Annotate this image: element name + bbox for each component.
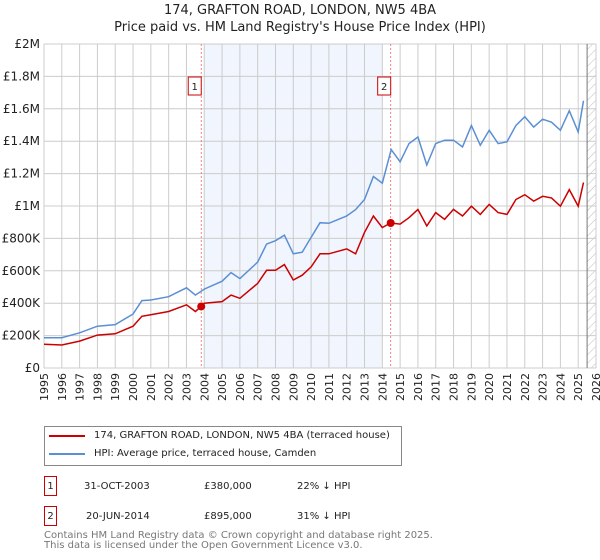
x-tick-label: 2003 — [180, 373, 193, 401]
x-tick-label: 2007 — [252, 373, 265, 401]
y-tick-label: £1.8M — [3, 69, 40, 83]
y-tick-label: £2M — [14, 37, 40, 51]
x-tick-label: 2018 — [448, 373, 461, 401]
footer-line-2: This data is licensed under the Open Gov… — [44, 540, 363, 551]
x-tick-label: 2006 — [234, 373, 247, 401]
sale-label: 1 — [192, 82, 198, 93]
y-tick-label: £1.6M — [3, 102, 40, 116]
chart-subtitle: Price paid vs. HM Land Registry's House … — [114, 20, 486, 35]
sale-point — [197, 302, 206, 311]
footer-line-1: Contains HM Land Registry data © Crown c… — [44, 530, 433, 541]
x-tick-label: 1995 — [38, 373, 51, 401]
x-tick-label: 2015 — [394, 373, 407, 401]
x-tick-label: 1998 — [91, 373, 104, 401]
x-tick-label: 2011 — [323, 373, 336, 401]
y-tick-label: £1.2M — [3, 167, 40, 181]
hpi-line — [44, 100, 585, 339]
x-tick-label: 2004 — [198, 373, 211, 401]
footer: Contains HM Land Registry data © Crown c… — [44, 531, 433, 551]
y-tick-label: £1M — [14, 199, 40, 213]
x-tick-label: 1999 — [109, 373, 122, 401]
sale-label: 2 — [381, 82, 387, 93]
x-tick-label: 2009 — [287, 373, 300, 401]
y-tick-label: £0 — [25, 361, 40, 375]
sale-label-box — [377, 76, 392, 96]
x-tick-label: 2024 — [554, 373, 567, 401]
y-tick-label: £800K — [2, 231, 42, 245]
x-tick-label: 2005 — [216, 373, 229, 401]
x-tick-label: 2023 — [537, 373, 550, 401]
sale-hpi: 31% ↓ HPI — [297, 510, 351, 522]
x-tick-label: 2026 — [590, 373, 600, 401]
x-tick-label: 2016 — [412, 373, 425, 401]
legend-red-label: 174, GRAFTON ROAD, LONDON, NW5 4BA (terr… — [94, 430, 390, 441]
sale-point — [386, 219, 395, 228]
x-tick-label: 2012 — [341, 373, 354, 401]
sale-label-box — [187, 76, 202, 96]
sale-price: £380,000 — [204, 480, 252, 492]
sale-badge: 1 — [44, 476, 57, 496]
sale-date: 20-JUN-2014 — [86, 510, 150, 522]
x-tick-label: 2021 — [501, 373, 514, 401]
y-tick-label: £1.4M — [3, 134, 40, 148]
x-tick-label: 1997 — [74, 373, 87, 401]
x-tick-label: 2010 — [305, 373, 318, 401]
legend-red-line — [49, 434, 85, 437]
sale-row-1: 1 31-OCT-2003 £380,000 22% ↓ HPI — [44, 476, 350, 496]
sale-date: 31-OCT-2003 — [84, 480, 150, 492]
x-tick-label: 1996 — [56, 373, 69, 401]
x-tick-label: 2000 — [127, 373, 140, 401]
sale-badge: 2 — [44, 506, 57, 526]
x-tick-label: 2025 — [572, 373, 585, 401]
sale-row-2: 2 20-JUN-2014 £895,000 31% ↓ HPI — [44, 506, 350, 526]
y-tick-label: £400K — [2, 296, 42, 310]
sale-hpi: 22% ↓ HPI — [297, 480, 351, 492]
x-tick-label: 2002 — [163, 373, 176, 401]
x-tick-label: 2013 — [359, 373, 372, 401]
legend-blue-label: HPI: Average price, terraced house, Camd… — [94, 448, 317, 459]
x-tick-label: 2014 — [376, 373, 389, 401]
y-tick-label: £200K — [2, 329, 42, 343]
legend-blue-line — [49, 452, 85, 455]
price-chart: 1995 1996 1997 1998 1999 2000 2001 2002 2003 2004… — [2, 37, 600, 401]
x-tick-label: 2001 — [145, 373, 158, 401]
x-tick-label: 2019 — [465, 373, 478, 401]
price-paid-line — [43, 182, 585, 346]
x-tick-label: 2020 — [483, 373, 496, 401]
x-tick-label: 2017 — [430, 373, 443, 401]
x-tick-label: 2022 — [519, 373, 532, 401]
y-tick-label: £600K — [2, 264, 42, 278]
legend: 174, GRAFTON ROAD, LONDON, NW5 4BA (terr… — [44, 426, 402, 466]
x-tick-label: 2008 — [269, 373, 282, 401]
chart-title: 174, GRAFTON ROAD, LONDON, NW5 4BA — [163, 3, 437, 18]
sale-price: £895,000 — [204, 510, 252, 522]
